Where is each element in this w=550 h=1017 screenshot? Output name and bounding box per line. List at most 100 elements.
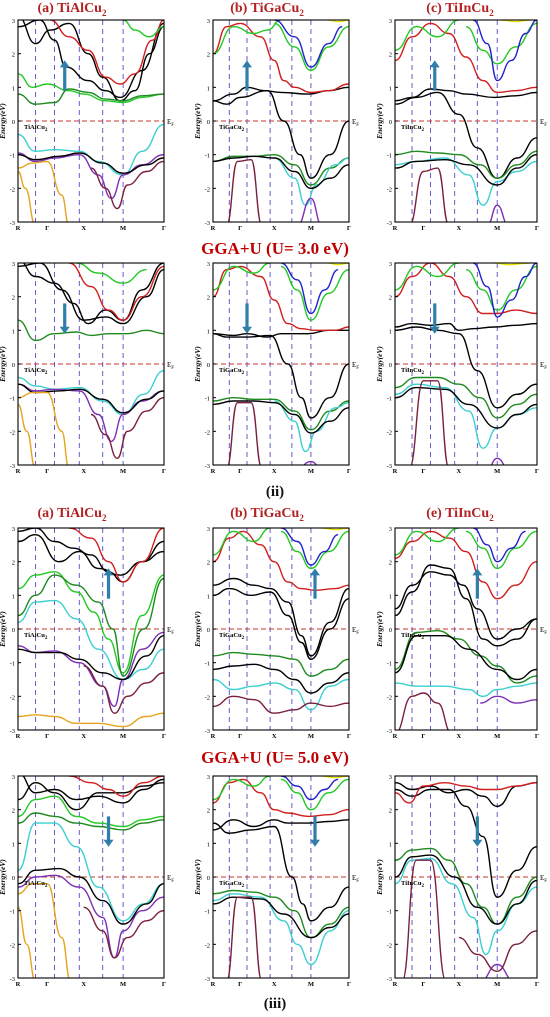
band-line-black <box>395 854 537 925</box>
band-line-cyan <box>18 822 164 922</box>
y-tick-label: -3 <box>10 463 15 470</box>
y-tick-label: 0 <box>207 119 210 126</box>
band-line-maroon <box>411 167 448 222</box>
band-line-black <box>213 663 349 694</box>
band-line-cyan <box>213 893 349 966</box>
y-tick-label: -1 <box>10 909 15 916</box>
spin-down-arrow-icon <box>103 816 114 847</box>
y-tick-label: 0 <box>12 875 15 882</box>
x-tick-label: Γ <box>45 468 49 475</box>
band-line-black <box>213 400 349 434</box>
y-tick-label: 0 <box>389 119 392 126</box>
band-line-black <box>18 263 164 325</box>
y-tick-label: -2 <box>387 942 392 949</box>
band-line-darkgreen <box>213 889 349 939</box>
y-tick-label: -1 <box>10 396 15 403</box>
y-axis-label: Energy(eV) <box>193 346 202 383</box>
compound-label: TiAlCu2 <box>24 367 48 376</box>
x-tick-label: M <box>494 981 500 988</box>
band-line-black <box>213 819 349 831</box>
y-tick-label: -3 <box>205 463 210 470</box>
x-tick-label: Γ <box>45 733 49 740</box>
y-tick-label: 2 <box>207 560 210 567</box>
y-tick-label: 2 <box>207 295 210 302</box>
band-line-green <box>76 263 147 284</box>
band-line-black <box>213 329 349 338</box>
x-tick-label: R <box>211 981 216 988</box>
band-line-black <box>395 91 537 179</box>
x-tick-label: R <box>393 468 398 475</box>
y-tick-label: 1 <box>12 593 15 600</box>
y-tick-label: 1 <box>207 328 210 335</box>
compound-label: TiGaCu2 <box>219 880 245 889</box>
x-tick-label: Γ <box>421 468 425 475</box>
x-tick-label: Γ <box>238 981 242 988</box>
band-line-maroon <box>213 695 349 714</box>
band-line-green <box>274 22 349 72</box>
y-tick-label: -3 <box>10 220 15 227</box>
x-tick-label: Γ <box>421 733 425 740</box>
spin-up-arrow-icon <box>310 568 320 599</box>
y-tick-label: 1 <box>207 841 210 848</box>
band-line-orange <box>18 391 69 465</box>
band-line-black <box>22 263 164 325</box>
x-tick-label: M <box>494 225 500 232</box>
band-line-red <box>213 530 349 592</box>
band-plot-iii-al-down: 3 2 1 0 -1 -2 -3 Energy(eV) R Γ X M Γ TiAlCu2 EF <box>0 774 174 988</box>
band-line-green <box>213 776 271 801</box>
x-tick-label: Γ <box>347 468 351 475</box>
band-line-black <box>213 333 349 419</box>
x-tick-label: M <box>494 733 500 740</box>
x-tick-label: X <box>81 733 86 740</box>
y-tick-label: -3 <box>205 976 210 983</box>
x-tick-label: Γ <box>535 981 539 988</box>
y-tick-label: 2 <box>389 295 392 302</box>
y-tick-label: 2 <box>207 808 210 815</box>
band-line-green <box>280 778 349 811</box>
band-line-black <box>395 326 537 409</box>
band-line-blue <box>472 528 526 563</box>
y-tick-label: 1 <box>389 841 392 848</box>
spin-down-arrow-icon <box>429 303 440 334</box>
banner-u3: GGA+U (U= 3.0 eV) <box>201 239 349 258</box>
x-tick-label: X <box>272 225 277 232</box>
y-axis-label: Energy(eV) <box>0 859 7 896</box>
band-line-maroon <box>227 402 261 465</box>
x-tick-label: Γ <box>535 468 539 475</box>
band-line-cyan <box>18 599 164 681</box>
x-tick-label: Γ <box>535 733 539 740</box>
y-tick-label: -2 <box>10 429 15 436</box>
y-tick-label: 3 <box>207 526 210 533</box>
band-line-red <box>69 776 164 797</box>
spin-down-arrow-icon <box>310 816 320 847</box>
compound-label: TiInCu2 <box>401 632 424 641</box>
x-tick-label: Γ <box>45 981 49 988</box>
x-tick-label: Γ <box>45 225 49 232</box>
x-tick-label: X <box>81 225 86 232</box>
band-line-green <box>280 265 349 321</box>
band-line-darkgreen <box>18 88 164 105</box>
band-line-maroon <box>227 158 261 222</box>
x-tick-label: X <box>457 468 462 475</box>
y-tick-label: 1 <box>12 85 15 92</box>
fermi-label: EF <box>167 626 174 636</box>
y-tick-label: 3 <box>207 261 210 268</box>
y-tick-label: 1 <box>12 841 15 848</box>
y-tick-label: 1 <box>207 593 210 600</box>
band-line-green <box>395 20 460 51</box>
x-tick-label: R <box>393 981 398 988</box>
band-line-purple <box>489 204 506 222</box>
y-tick-label: 1 <box>389 85 392 92</box>
band-line-darkgreen <box>213 651 349 677</box>
band-line-black <box>213 896 349 939</box>
band-line-black <box>395 322 537 332</box>
y-axis-label: Energy(eV) <box>193 103 202 140</box>
y-tick-label: 2 <box>389 560 392 567</box>
y-tick-label: 0 <box>207 875 210 882</box>
y-tick-label: 2 <box>389 52 392 59</box>
band-line-black <box>395 635 537 681</box>
band-line-blue <box>472 20 537 82</box>
y-tick-label: -2 <box>387 429 392 436</box>
y-tick-label: 2 <box>12 52 15 59</box>
band-line-red <box>395 530 537 600</box>
